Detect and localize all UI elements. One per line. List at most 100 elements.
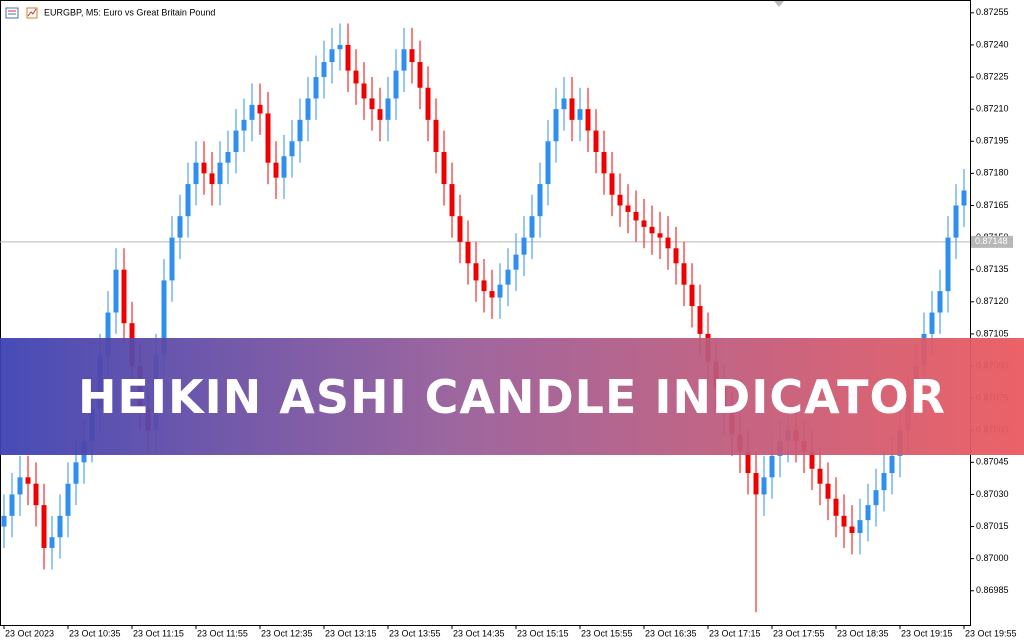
candle-body	[353, 70, 359, 84]
x-tick-label: 23 Oct 11:55	[197, 628, 248, 638]
x-tick-label: 23 Oct 12:35	[261, 628, 313, 638]
candle-body	[289, 141, 295, 157]
candle-body	[649, 226, 655, 234]
candle-body	[873, 490, 879, 506]
candle-body	[761, 477, 767, 495]
candle-body	[881, 473, 887, 491]
candle-body	[161, 280, 167, 356]
candle-body	[561, 98, 567, 110]
candle-body	[361, 83, 367, 99]
y-tick-label: 0.87165	[976, 200, 1009, 210]
x-tick-label: 23 Oct 15:15	[517, 628, 569, 638]
candle-body	[241, 119, 247, 131]
candle-body	[9, 494, 15, 516]
candle-body	[185, 184, 191, 217]
candle-body	[297, 119, 303, 142]
candle-body	[345, 44, 351, 71]
candle-body	[529, 216, 535, 238]
candle-body	[17, 477, 23, 495]
candle-body	[697, 306, 703, 334]
candle-body	[305, 98, 311, 120]
x-tick-label: 23 Oct 10:35	[69, 628, 121, 638]
candle-body	[577, 109, 583, 120]
candle-body	[273, 162, 279, 178]
candle-body	[193, 162, 199, 185]
candle-body	[65, 483, 71, 516]
candle-body	[449, 184, 455, 217]
candle-body	[953, 205, 959, 238]
candle-body	[673, 248, 679, 264]
scroll-marker	[774, 1, 784, 7]
x-tick-label: 23 Oct 19:55	[965, 628, 1017, 638]
candle-body	[25, 477, 31, 484]
candle-body	[825, 483, 831, 499]
candle-body	[217, 162, 223, 185]
candle-body	[489, 291, 495, 298]
candle-body	[553, 109, 559, 142]
candle-body	[889, 455, 895, 474]
candle-body	[113, 269, 119, 313]
candle-body	[961, 190, 967, 206]
candle-body	[1, 515, 7, 527]
candle-body	[545, 141, 551, 185]
candle-body	[105, 312, 111, 356]
candle-body	[329, 49, 335, 63]
candle-body	[593, 130, 599, 152]
banner-text: HEIKIN ASHI CANDLE INDICATOR	[77, 369, 947, 424]
y-tick-label: 0.87015	[976, 521, 1009, 531]
candle-body	[377, 109, 383, 120]
candle-body	[465, 241, 471, 264]
candle-body	[681, 263, 687, 285]
candle-body	[745, 451, 751, 474]
candle-body	[457, 216, 463, 242]
candle-body	[937, 291, 943, 313]
candle-body	[641, 220, 647, 227]
candle-body	[401, 49, 407, 71]
y-tick-label: 0.87120	[976, 296, 1009, 306]
candle-body	[473, 263, 479, 281]
candle-body	[225, 151, 231, 163]
y-tick-label: 0.87105	[976, 328, 1009, 338]
candle-body	[425, 87, 431, 120]
candle-body	[257, 104, 263, 114]
candle-body	[121, 269, 127, 324]
candle-body	[57, 515, 63, 538]
y-tick-label: 0.86985	[976, 585, 1009, 595]
candle-body	[857, 520, 863, 533]
candle-body	[201, 162, 207, 174]
x-tick-label: 23 Oct 18:35	[837, 628, 889, 638]
candle-body	[497, 284, 503, 298]
x-tick-label: 23 Oct 13:15	[325, 628, 377, 638]
candle-body	[417, 62, 423, 88]
x-tick-label: 23 Oct 11:15	[133, 628, 184, 638]
candle-body	[809, 451, 815, 469]
candle-body	[177, 216, 183, 238]
y-tick-label: 0.87030	[976, 489, 1009, 499]
x-tick-label: 23 Oct 16:35	[645, 628, 697, 638]
candle-body	[945, 237, 951, 292]
y-tick-label: 0.87255	[976, 7, 1009, 17]
candle-body	[657, 233, 663, 238]
candle-body	[321, 62, 327, 78]
candle-body	[601, 151, 607, 174]
candle-body	[753, 473, 759, 495]
candle-body	[233, 130, 239, 152]
current-price-box	[971, 235, 1013, 248]
current-price-label: 0.87148	[975, 236, 1008, 246]
y-tick-label: 0.87195	[976, 136, 1009, 146]
candle-body	[689, 284, 695, 307]
candle-body	[441, 151, 447, 185]
candle-body	[585, 109, 591, 131]
y-tick-label: 0.87225	[976, 71, 1009, 81]
candle-body	[281, 156, 287, 178]
x-tick-label: 23 Oct 17:15	[709, 628, 761, 638]
candle-body	[433, 119, 439, 152]
candle-body	[409, 49, 415, 63]
plot-border	[0, 0, 971, 626]
candle-body	[385, 98, 391, 120]
candle-body	[625, 205, 631, 212]
candle-body	[169, 237, 175, 281]
candle-body	[849, 526, 855, 533]
candle-body	[313, 77, 319, 99]
